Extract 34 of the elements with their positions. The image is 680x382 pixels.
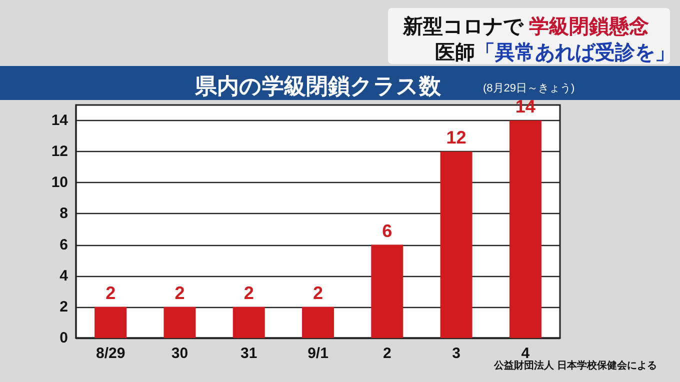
chart-subtitle: (8月29日～きょう) (483, 82, 575, 94)
data-label: 2 (312, 282, 324, 303)
x-tick-label: 30 (171, 345, 188, 362)
y-tick-label: 6 (60, 236, 68, 254)
text: 医師 (435, 42, 475, 64)
text: 公益財団法人 日本学校保健会による (493, 360, 658, 372)
x-tick-label: 8/29 (96, 345, 126, 362)
text: 「異常あれば受診を」 (475, 41, 675, 64)
x-tick-label: 2 (382, 345, 392, 362)
data-label: 6 (382, 220, 392, 241)
bar (94, 306, 127, 338)
bar (302, 306, 334, 338)
bar (232, 306, 265, 338)
bar (371, 244, 404, 338)
bar (440, 152, 472, 338)
data-label: 2 (244, 282, 254, 303)
text: 学級閉鎖懸念 (529, 15, 649, 38)
y-tick-label: 8 (60, 205, 68, 222)
y-tick-label: 12 (51, 143, 68, 160)
data-label: 2 (174, 282, 185, 303)
bar (164, 306, 196, 338)
bar (509, 120, 542, 338)
y-tick-label: 0 (60, 330, 68, 346)
y-tick-label: 14 (51, 112, 69, 130)
y-tick-label: 4 (60, 267, 69, 284)
y-tick-label: 2 (60, 298, 68, 316)
x-tick-label: 3 (452, 345, 460, 362)
y-tick-label: 10 (51, 174, 68, 192)
text: 新型コロナで (402, 15, 524, 38)
chart-title: 県内の学級閉鎖クラス数 (194, 74, 442, 98)
x-tick-label: 9/1 (308, 345, 328, 362)
x-tick-label: 31 (240, 345, 258, 362)
data-label: 2 (106, 282, 116, 303)
data-label: 12 (446, 128, 466, 148)
